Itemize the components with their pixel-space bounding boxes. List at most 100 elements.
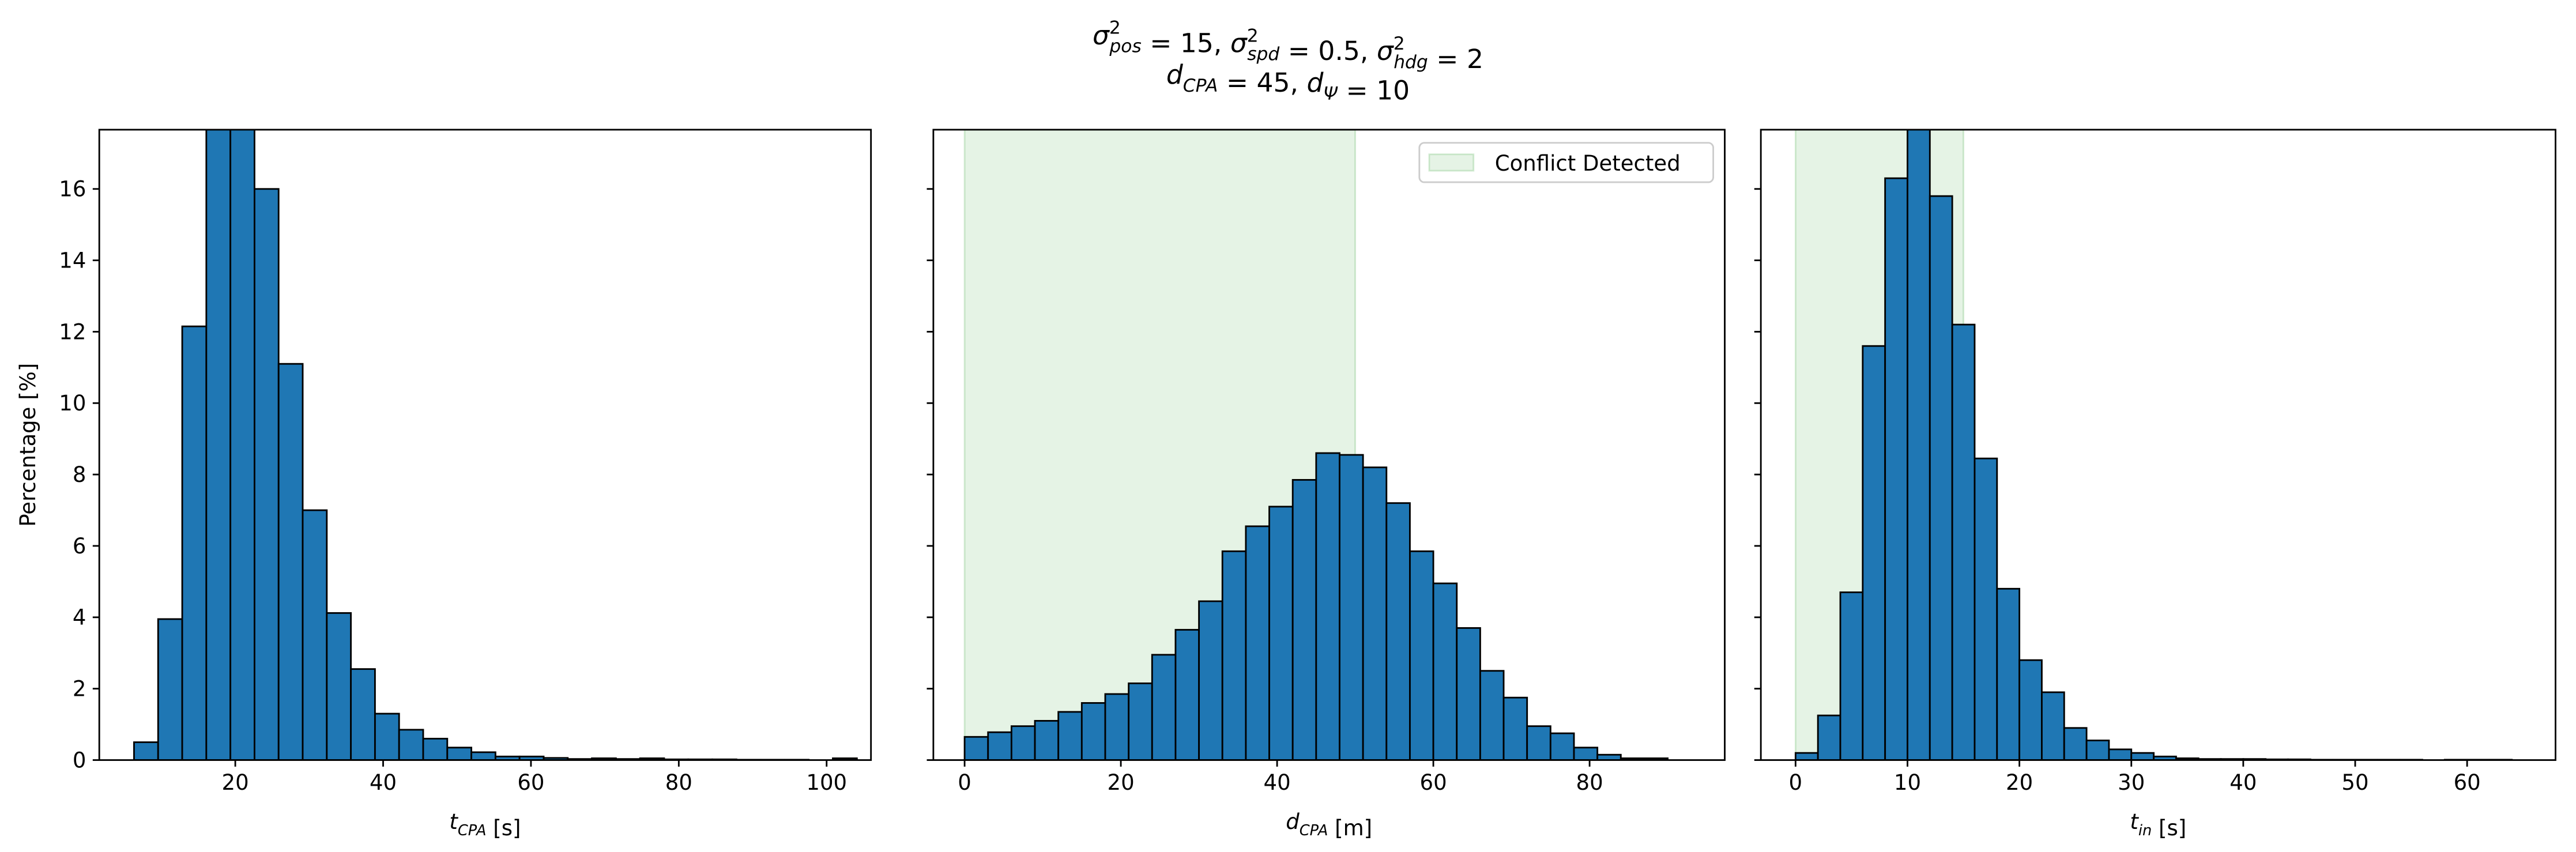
bar (1794, 752, 1819, 760)
subscript: hdg (1394, 52, 1428, 73)
subscript: CPA (1300, 822, 1328, 839)
bar (1198, 600, 1223, 760)
plot-area (963, 129, 1669, 760)
bar (2041, 691, 2065, 760)
bar (1315, 452, 1340, 760)
x-tick-label: 60 (517, 770, 544, 795)
bar (2018, 659, 2043, 760)
bar (963, 736, 989, 760)
bar (1479, 670, 1505, 760)
text-part: σ (1377, 36, 1395, 66)
text-part: t (449, 809, 458, 834)
text-part: = 2 (1428, 44, 1483, 74)
bar (1174, 629, 1200, 760)
plot-area (1794, 129, 2513, 760)
text-part: t (2130, 809, 2139, 834)
y-tick-label: 10 (59, 391, 86, 416)
axes-frame (932, 129, 1726, 761)
bar (1951, 323, 1976, 760)
bar (2085, 740, 2110, 760)
bar (2130, 752, 2155, 760)
bar (832, 757, 858, 760)
text-part: = 15, (1142, 28, 1230, 59)
text-part: [s] (487, 816, 521, 840)
x-tick-label: 0 (1789, 770, 1803, 795)
bar (1549, 732, 1575, 760)
bar (133, 741, 159, 760)
bar (1817, 714, 1841, 760)
x-tick-label: 60 (1420, 770, 1447, 795)
bar (181, 325, 208, 760)
bar (1573, 747, 1599, 760)
bar (374, 712, 400, 760)
text-part: d (1166, 59, 1184, 90)
x-axis-label: tin [s] (2130, 809, 2186, 840)
title-line: σ2 pos = 15, σ2 spd = 0.5, σ2 hdg = 2 (1093, 18, 1483, 74)
text-part: d (1306, 67, 1324, 98)
bar (302, 509, 328, 760)
y-tick-label: 4 (73, 605, 86, 630)
x-tick-label: 80 (1576, 770, 1603, 795)
bar (987, 731, 1012, 760)
bar (1221, 550, 1247, 760)
text-part: d (1286, 809, 1300, 834)
bar (157, 618, 183, 760)
bar (254, 188, 280, 760)
subscript: CPA (1183, 76, 1218, 96)
bar (1929, 195, 1953, 760)
bar (1010, 725, 1036, 760)
bar (1151, 654, 1177, 760)
legend-swatch (1428, 153, 1475, 172)
bar (2063, 727, 2088, 760)
bar (326, 612, 352, 760)
bar (1596, 753, 1622, 760)
subscript: spd (1247, 44, 1280, 65)
legend-label: Conflict Detected (1495, 151, 1681, 176)
x-tick-label: 20 (222, 770, 249, 795)
x-tick-label: 40 (1264, 770, 1291, 795)
x-tick-label: 40 (370, 770, 397, 795)
y-tick-label: 2 (73, 676, 86, 701)
x-tick-label: 80 (665, 770, 692, 795)
subscript: Ψ (1323, 84, 1338, 104)
x-axis-label: tCPA [s] (449, 809, 521, 840)
bar (398, 729, 424, 760)
subscript: CPA (458, 822, 487, 839)
bar (1362, 466, 1388, 760)
bar (1974, 457, 1998, 760)
bar (1245, 525, 1270, 760)
bar (1839, 591, 1864, 760)
text-part: [s] (2152, 816, 2186, 840)
text-part: [m] (1328, 816, 1372, 840)
subscript: pos (1109, 36, 1141, 57)
bar (229, 129, 255, 760)
bar (1526, 725, 1551, 760)
bar (1409, 550, 1434, 760)
bar (205, 129, 232, 760)
bar (277, 363, 304, 760)
y-axis-label: Percentage [%] (16, 363, 40, 527)
x-tick-label: 50 (2341, 770, 2368, 795)
bar (1080, 702, 1106, 760)
bar (1339, 454, 1364, 760)
subscript: in (2138, 822, 2152, 839)
bar (1057, 711, 1083, 760)
x-tick-label: 40 (2229, 770, 2257, 795)
superscript: 2 (1247, 25, 1259, 46)
y-tick-label: 6 (73, 534, 86, 559)
text-part: = 10 (1338, 76, 1410, 106)
bar (1268, 506, 1294, 760)
bar (350, 668, 376, 760)
y-tick-label: 14 (59, 248, 86, 273)
bar (470, 751, 496, 760)
title-line: dCPA = 45, dΨ = 10 (1166, 59, 1410, 105)
x-tick-label: 30 (2118, 770, 2145, 795)
bar (1456, 627, 1481, 760)
bar (1862, 345, 1886, 760)
bar (2108, 748, 2133, 760)
bar (1502, 696, 1528, 760)
y-tick-label: 12 (59, 319, 86, 344)
bar (1907, 129, 1931, 760)
axes-frame (98, 129, 872, 761)
